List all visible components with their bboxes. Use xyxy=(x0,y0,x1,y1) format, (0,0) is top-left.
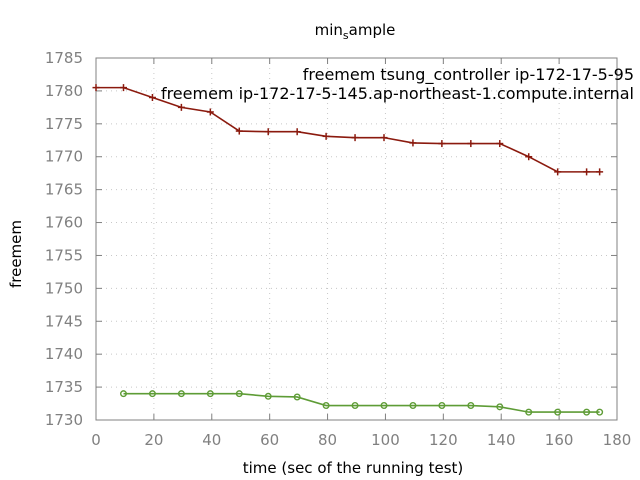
data-point xyxy=(177,103,185,111)
data-point xyxy=(235,127,243,135)
data-point xyxy=(264,128,272,136)
y-tick-label: 1745 xyxy=(45,312,83,330)
data-point xyxy=(92,84,100,92)
x-tick-label: 160 xyxy=(545,431,574,449)
chart-title: minsample xyxy=(315,21,396,42)
data-point xyxy=(148,390,156,398)
legend: freemem tsung_controller ip-172-17-5-95f… xyxy=(161,65,634,103)
data-point xyxy=(322,402,330,410)
data-point xyxy=(438,140,446,148)
series-layer xyxy=(92,84,604,416)
y-tick-label: 1780 xyxy=(45,82,83,100)
data-point xyxy=(293,393,301,401)
data-point xyxy=(351,402,359,410)
data-point xyxy=(496,403,504,411)
plot-frame xyxy=(95,57,618,421)
data-point xyxy=(206,108,214,116)
data-point xyxy=(293,128,301,136)
x-tick-label: 120 xyxy=(429,431,458,449)
y-tick-label: 1770 xyxy=(45,148,83,166)
series-2 xyxy=(119,390,604,416)
x-axis-title: time (sec of the running test) xyxy=(243,459,464,477)
axes: 0 20 40 60 80 100 120 140 160 180 1730 1735 1740 1745… xyxy=(45,49,632,449)
data-point xyxy=(438,402,446,410)
data-point xyxy=(496,140,504,148)
data-point xyxy=(467,402,475,410)
data-point xyxy=(467,140,475,148)
y-axis-title: freemem xyxy=(7,220,25,288)
data-point xyxy=(596,168,604,176)
y-tick-label: 1755 xyxy=(45,246,83,264)
data-point xyxy=(380,402,388,410)
data-point xyxy=(322,132,330,140)
data-point xyxy=(596,408,604,416)
y-tick-label: 1740 xyxy=(45,345,83,363)
x-tick-label: 60 xyxy=(260,431,279,449)
data-point xyxy=(264,392,272,400)
y-tick-label: 1750 xyxy=(45,279,83,297)
legend-label: freemem tsung_controller ip-172-17-5-95 xyxy=(303,65,634,85)
data-point xyxy=(351,134,359,142)
y-tick-label: 1775 xyxy=(45,115,83,133)
data-point xyxy=(525,408,533,416)
data-point xyxy=(525,153,533,161)
y-tick-label: 1760 xyxy=(45,214,83,232)
data-point xyxy=(380,134,388,142)
x-tick-label: 100 xyxy=(371,431,400,449)
y-tick-label: 1735 xyxy=(45,378,83,396)
data-point xyxy=(583,408,591,416)
x-tick-label: 140 xyxy=(487,431,516,449)
x-tick-label: 80 xyxy=(318,431,337,449)
data-point xyxy=(119,84,127,92)
series-1 xyxy=(92,84,604,176)
y-tick-label: 1785 xyxy=(45,49,83,67)
data-point xyxy=(206,390,214,398)
data-point xyxy=(583,168,591,176)
y-tick-label: 1730 xyxy=(45,411,83,429)
series-line xyxy=(123,392,600,413)
x-tick-label: 180 xyxy=(603,431,632,449)
data-point xyxy=(148,93,156,101)
data-point xyxy=(177,390,185,398)
data-point xyxy=(235,390,243,398)
data-point xyxy=(554,168,562,176)
data-point xyxy=(409,139,417,147)
legend-label: freemem ip-172-17-5-145.ap-northeast-1.c… xyxy=(161,84,634,103)
x-tick-label: 0 xyxy=(91,431,101,449)
x-tick-label: 40 xyxy=(202,431,221,449)
data-point xyxy=(119,390,127,398)
data-point xyxy=(554,408,562,416)
data-point xyxy=(409,402,417,410)
grid-lines xyxy=(96,58,617,420)
y-tick-label: 1765 xyxy=(45,181,83,199)
x-tick-label: 20 xyxy=(144,431,163,449)
